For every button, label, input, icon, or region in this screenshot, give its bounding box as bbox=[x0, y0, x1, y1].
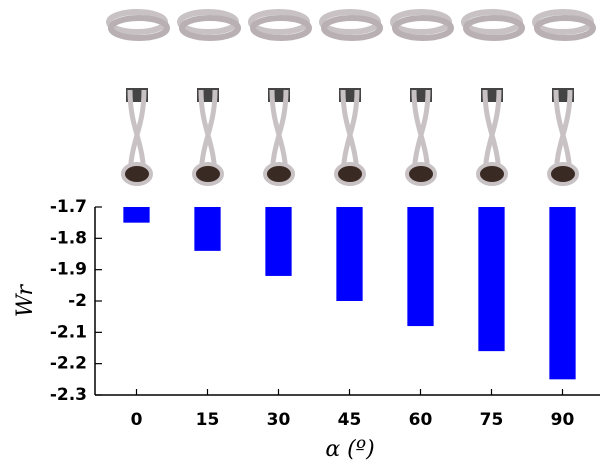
y-tick-label: -2.1 bbox=[50, 322, 87, 342]
x-tick-label: 75 bbox=[480, 410, 504, 430]
y-tick-label: -2 bbox=[68, 291, 87, 311]
x-tick-label: 30 bbox=[267, 410, 291, 430]
x-tick-label: 15 bbox=[196, 410, 220, 430]
y-axis-title: Wr bbox=[13, 283, 38, 317]
x-tick-label: 90 bbox=[551, 410, 575, 430]
x-tick-label: 45 bbox=[338, 410, 362, 430]
illustrations bbox=[109, 12, 593, 184]
y-tick-label: -2.2 bbox=[50, 354, 87, 374]
bar bbox=[549, 207, 576, 380]
bar bbox=[407, 207, 434, 327]
x-tick-label: 60 bbox=[409, 410, 433, 430]
bar bbox=[478, 207, 505, 352]
x-axis-title: α (º) bbox=[325, 437, 374, 462]
y-tick-label: -1.9 bbox=[50, 260, 87, 280]
bar bbox=[336, 207, 363, 301]
x-tick-label: 0 bbox=[131, 410, 143, 430]
y-tick-label: -2.3 bbox=[50, 385, 87, 405]
bar bbox=[265, 207, 292, 276]
y-tick-label: -1.7 bbox=[50, 197, 87, 217]
y-tick-label: -1.8 bbox=[50, 228, 87, 248]
bar bbox=[194, 207, 221, 251]
bar bbox=[123, 207, 150, 223]
